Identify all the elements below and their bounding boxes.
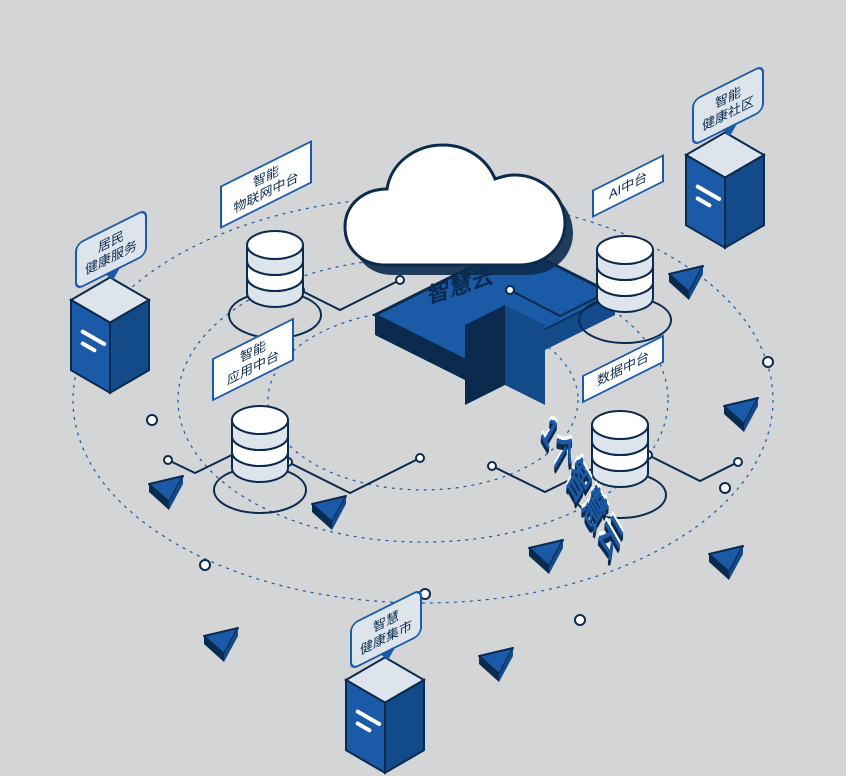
diagram-stage: 智慧云 1个智慧云 智能 物联网中台AI中台智能 应用中台数据中台 居民 健康服… — [0, 0, 846, 776]
